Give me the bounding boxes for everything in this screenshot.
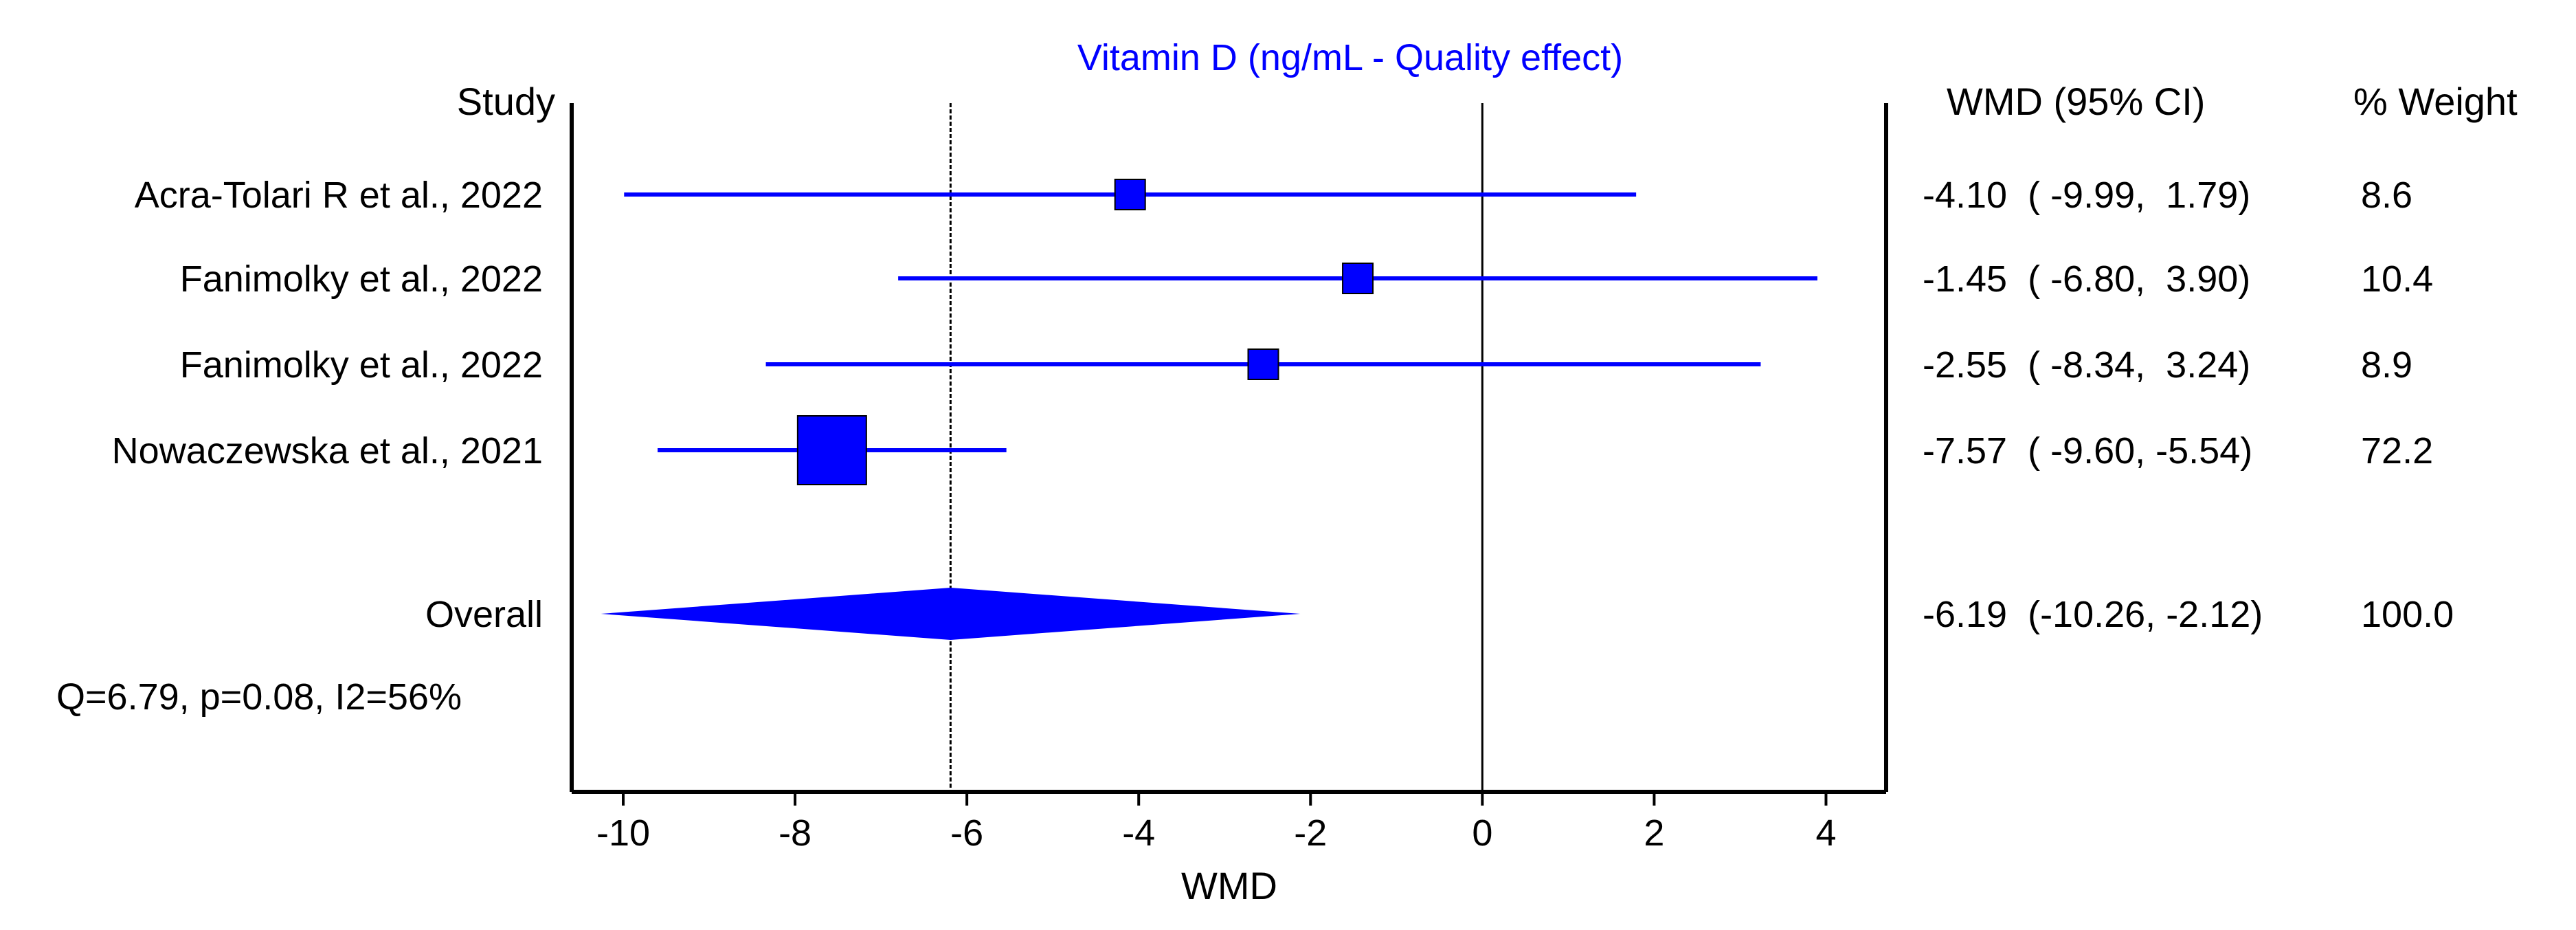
x-axis-label: WMD	[1181, 864, 1277, 907]
effect-marker	[1114, 179, 1146, 210]
study-header: Study	[457, 80, 555, 123]
ci-header: WMD (95% CI)	[1947, 80, 2205, 123]
x-tick-label: -10	[596, 812, 650, 854]
overall-ci-text: -6.19 (-10.26, -2.12)	[1923, 594, 2263, 635]
plot-axes: -10 -8 -6 -4 -2 0 2 4	[570, 103, 1888, 854]
x-tick-label: -4	[1122, 812, 1155, 854]
heterogeneity-stats: Q=6.79, p=0.08, I2=56%	[56, 676, 462, 718]
overall-label: Overall	[425, 594, 543, 635]
study-ci-text: -1.45 ( -6.80, 3.90)	[1923, 258, 2250, 300]
study-label: Nowaczewska et al., 2021	[112, 430, 543, 472]
effect-marker	[1342, 263, 1374, 294]
weight-header: % Weight	[2353, 80, 2518, 123]
x-tick-label: 0	[1472, 812, 1492, 854]
study-weight: 8.6	[2361, 175, 2412, 216]
x-tick-label: 4	[1815, 812, 1836, 854]
study-ci-text: -7.57 ( -9.60, -5.54)	[1923, 430, 2252, 472]
study-ci-text: -2.55 ( -8.34, 3.24)	[1923, 344, 2250, 386]
study-label: Fanimolky et al., 2022	[180, 258, 543, 300]
study-weight: 10.4	[2361, 258, 2433, 300]
effect-marker	[796, 415, 867, 485]
plot-marks	[601, 179, 1817, 640]
x-tick-label: -8	[779, 812, 811, 854]
study-weight: 8.9	[2361, 344, 2412, 386]
study-weight: 72.2	[2361, 430, 2433, 472]
study-label: Acra-Tolari R et al., 2022	[135, 175, 543, 216]
overall-weight: 100.0	[2361, 594, 2454, 635]
chart-title: Vitamin D (ng/mL - Quality effect)	[1077, 37, 1623, 78]
effect-marker	[1247, 348, 1279, 380]
x-tick-label: 2	[1644, 812, 1664, 854]
x-tick-label: -2	[1294, 812, 1327, 854]
row-labels: Acra-Tolari R et al., 2022 -4.10 ( -9.99,…	[112, 175, 2454, 635]
study-label: Fanimolky et al., 2022	[180, 344, 543, 386]
overall-diamond	[601, 588, 1301, 640]
x-tick-label: -6	[950, 812, 983, 854]
study-ci-text: -4.10 ( -9.99, 1.79)	[1923, 175, 2250, 216]
